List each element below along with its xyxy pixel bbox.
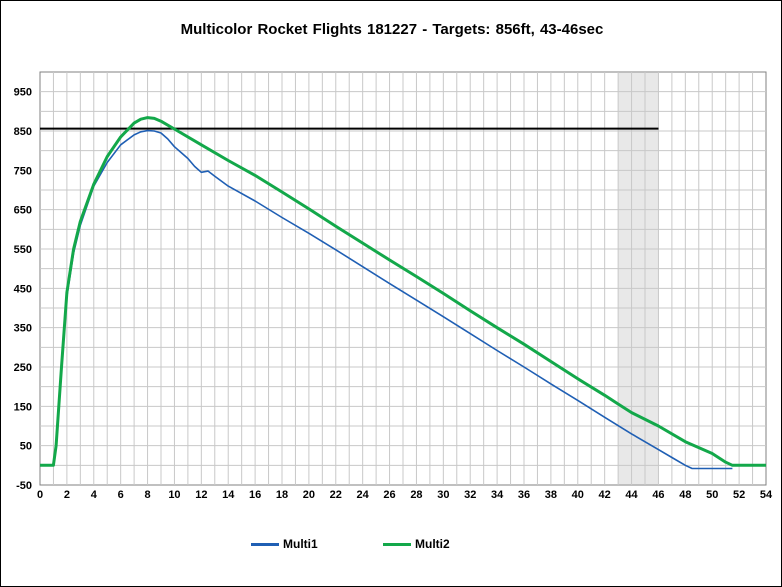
y-tick-label: 550 xyxy=(14,244,32,256)
legend-swatch-multi1 xyxy=(251,542,279,546)
legend-item-multi2: Multi2 xyxy=(383,537,450,551)
legend-label-multi2: Multi2 xyxy=(415,537,450,551)
series-layer xyxy=(40,116,766,470)
x-tick-label: 36 xyxy=(518,489,530,501)
y-tick-label: 950 xyxy=(14,87,32,99)
chart-title: Multicolor Rocket Flights 181227 - Targe… xyxy=(180,21,604,38)
x-tick-label: 2 xyxy=(64,489,70,501)
y-tick-label: 50 xyxy=(20,441,32,453)
x-tick-label: 34 xyxy=(491,489,504,501)
x-tick-label: 16 xyxy=(249,489,261,501)
x-tick-label: 30 xyxy=(437,489,449,501)
x-tick-label: 4 xyxy=(91,489,98,501)
x-tick-label: 0 xyxy=(37,489,43,501)
x-tick-label: 26 xyxy=(383,489,395,501)
series-line-multi1 xyxy=(40,129,733,470)
legend-label-multi1: Multi1 xyxy=(283,537,318,551)
y-axis-tick-labels: -50 50 150 250 350 450 550 650 750 850 950 xyxy=(14,87,32,492)
x-tick-label: 14 xyxy=(222,489,235,501)
x-tick-label: 40 xyxy=(572,489,584,501)
x-tick-label: 50 xyxy=(706,489,718,501)
legend-swatch-multi2 xyxy=(383,542,411,546)
legend: Multi1 Multi2 xyxy=(1,537,782,557)
y-tick-label: 650 xyxy=(14,205,32,217)
x-tick-label: 6 xyxy=(118,489,124,501)
x-tick-label: 28 xyxy=(410,489,422,501)
y-tick-label: 250 xyxy=(14,362,32,374)
x-axis-tick-labels: 0 2 4 6 8 10 12 14 16 18 20 22 24 26 28 30 32 34 36 38 40 42 4… xyxy=(37,489,773,501)
x-tick-label: 52 xyxy=(733,489,745,501)
x-tick-label: 46 xyxy=(652,489,664,501)
x-tick-label: 48 xyxy=(679,489,691,501)
series-line-multi2 xyxy=(40,116,766,467)
x-tick-label: 8 xyxy=(144,489,150,501)
x-tick-label: 44 xyxy=(625,489,638,501)
x-tick-label: 10 xyxy=(168,489,180,501)
x-tick-label: 42 xyxy=(599,489,611,501)
y-tick-label: 350 xyxy=(14,323,32,335)
x-tick-label: 12 xyxy=(195,489,207,501)
y-tick-label: -50 xyxy=(16,480,32,492)
x-tick-label: 32 xyxy=(464,489,476,501)
y-tick-label: 750 xyxy=(14,165,32,177)
x-tick-label: 22 xyxy=(330,489,342,501)
x-tick-label: 20 xyxy=(303,489,315,501)
y-tick-label: 850 xyxy=(14,126,32,138)
y-tick-label: 150 xyxy=(14,401,32,413)
x-tick-label: 38 xyxy=(545,489,557,501)
x-tick-label: 18 xyxy=(276,489,288,501)
grid-lines xyxy=(40,72,766,485)
x-tick-label: 24 xyxy=(357,489,370,501)
y-tick-label: 450 xyxy=(14,283,32,295)
x-tick-label: 54 xyxy=(760,489,773,501)
legend-item-multi1: Multi1 xyxy=(251,537,318,551)
